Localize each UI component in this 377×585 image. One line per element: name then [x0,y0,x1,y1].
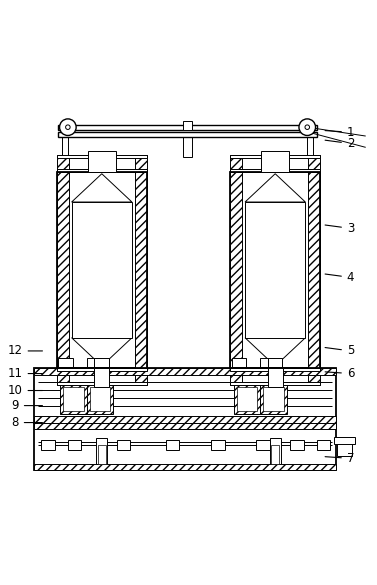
Bar [308,368,320,385]
Bar [211,440,225,450]
Text: 12: 12 [8,345,43,357]
Bar [271,445,279,464]
Bar [34,416,336,422]
Bar [87,384,113,414]
Bar [230,368,320,371]
Bar [57,368,69,385]
Bar [90,387,110,411]
Bar [230,155,242,172]
Bar [135,368,147,385]
Bar [183,121,192,130]
Bar [230,172,242,368]
Bar [308,155,320,172]
Bar [268,359,282,367]
Bar [317,440,330,450]
Bar [183,137,192,157]
Bar [62,137,68,157]
Bar [135,172,147,368]
Bar [87,359,101,367]
Bar [290,440,304,450]
Bar [261,151,289,172]
Bar [60,384,87,414]
Bar [232,359,246,367]
Bar [263,387,284,411]
Bar [337,436,352,456]
Bar [260,384,287,414]
Text: 6: 6 [325,367,354,380]
Bar [58,359,73,367]
Text: 7: 7 [325,452,354,465]
Text: 5: 5 [325,345,354,357]
Bar [57,172,147,368]
Bar [57,172,69,368]
Bar [34,368,336,422]
Bar [268,368,283,387]
Bar [57,155,147,158]
Polygon shape [245,174,305,202]
Bar [270,438,281,464]
Bar [166,440,179,450]
Text: 1: 1 [325,126,354,139]
Circle shape [66,125,70,129]
Bar [58,132,317,137]
Text: 3: 3 [325,222,354,235]
Circle shape [60,119,76,136]
Text: 2: 2 [325,137,354,150]
Bar [96,438,107,464]
Polygon shape [72,174,132,202]
Bar [58,125,317,130]
Bar [135,155,147,172]
Bar [245,202,305,338]
Bar [94,359,109,367]
Text: 8: 8 [11,416,43,429]
Bar [34,368,336,374]
Text: 10: 10 [8,384,43,397]
Bar [57,169,147,172]
Polygon shape [245,338,305,366]
Bar [63,387,84,411]
Bar [307,137,313,157]
Bar [57,155,69,172]
Bar [230,382,320,385]
Text: 11: 11 [8,367,43,380]
Circle shape [305,125,310,129]
Bar [334,437,355,444]
Bar [308,172,320,368]
Bar [230,368,242,385]
Bar [94,368,109,387]
Bar [98,445,106,464]
Bar [237,387,257,411]
Bar [260,359,274,367]
Bar [41,440,55,450]
Bar [57,382,147,385]
Bar [230,172,320,368]
Bar [34,422,336,429]
Bar [72,202,132,338]
Text: 4: 4 [325,271,354,284]
Bar [256,440,270,450]
Bar [230,169,320,172]
Bar [57,368,147,371]
Circle shape [299,119,316,136]
Bar [117,440,130,450]
Bar [234,384,260,414]
Bar [68,440,81,450]
Polygon shape [72,338,132,366]
Bar [34,422,336,470]
Bar [87,151,116,172]
Text: 9: 9 [11,399,43,412]
Bar [230,155,320,158]
Bar [34,464,336,470]
